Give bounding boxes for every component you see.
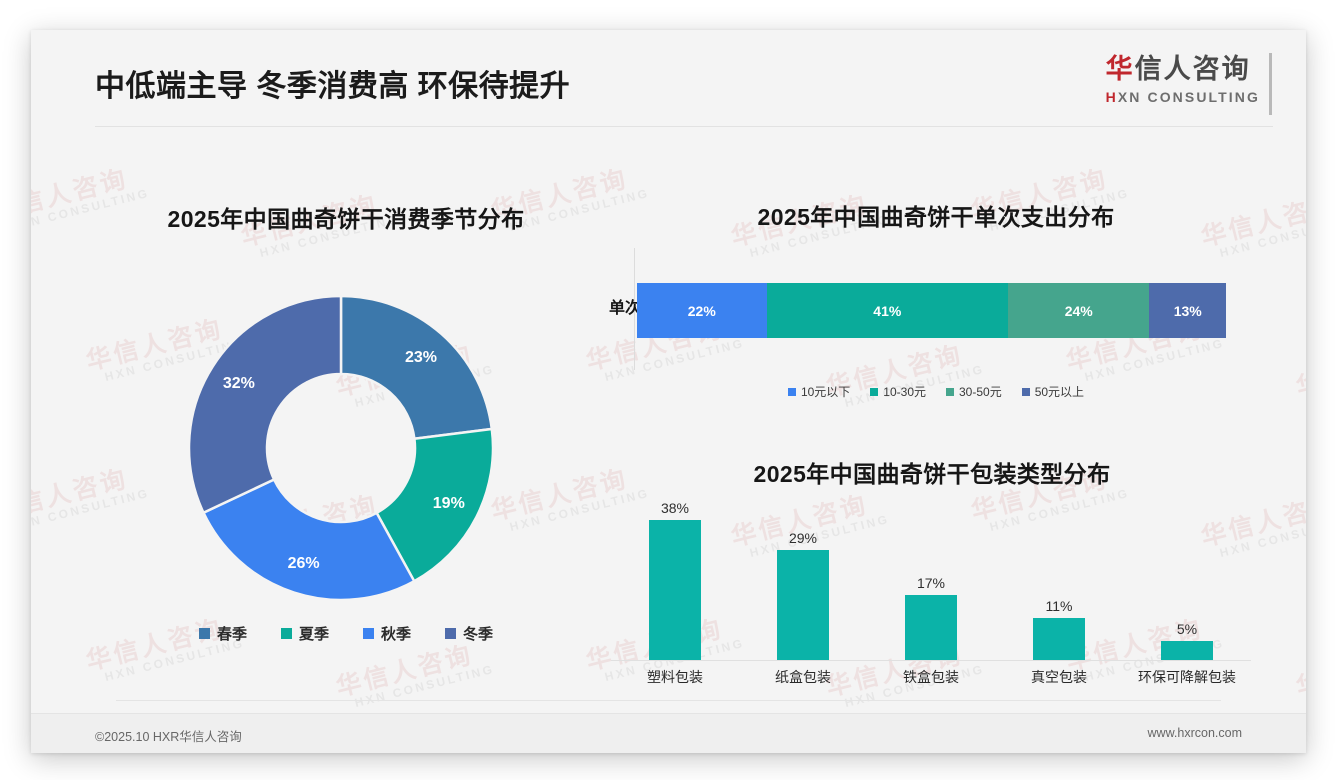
page-title: 中低端主导 冬季消费高 环保待提升 [95,70,571,103]
bar-category-axis: 塑料包装 纸盒包装 铁盒包装 真空包装 环保可降解包装 [611,667,1251,687]
donut-legend-item[interactable]: 冬季 [445,623,493,644]
legend-swatch-icon [870,387,879,396]
stacked-segment-value: 24% [1064,302,1093,319]
donut-segment-value: 19% [433,495,465,512]
header-divider [95,126,1273,127]
stacked-chart-title: 2025年中国曲奇饼干单次支出分布 [757,204,1115,230]
stacked-plot-area: 单次花费 22%41%24%13% [609,248,1253,370]
bar-value-label: 11% [1045,598,1073,615]
bar-plot-area: 38% 29% 17% 11% 5% [611,500,1251,661]
donut-legend-item[interactable]: 春季 [198,623,247,644]
stacked-legend-item[interactable]: 30-50元 [946,383,1002,400]
stacked-legend-label: 10-30元 [883,385,926,399]
bar-column[interactable]: 11% [995,500,1123,660]
bar-category-label: 铁盒包装 [903,669,959,685]
stacked-legend-label: 30-50元 [959,385,1002,399]
donut-legend-label: 冬季 [463,626,494,643]
donut-legend-label: 秋季 [381,626,412,643]
donut-graphic: 23% 19% 26% 32% [181,288,501,608]
spend-distribution-chart: 2025年中国曲奇饼干单次支出分布 单次花费 22%41%24%13% 10元以… [606,178,1266,423]
donut-chart-title: 2025年中国曲奇饼干消费季节分布 [167,206,525,232]
logo-chinese-text: 华信人咨询 [1106,53,1260,85]
stacked-segment-value: 22% [687,302,716,319]
legend-swatch-icon [363,628,374,639]
footer-website[interactable]: www.hxrcon.com [1147,726,1242,740]
bar-column[interactable]: 29% [739,500,867,660]
donut-svg: 23% 19% 26% 32% [187,294,495,602]
bar-column[interactable]: 17% [867,500,995,660]
bar-column[interactable]: 38% [611,500,739,660]
donut-legend-label: 春季 [216,626,247,643]
bar-value-label: 5% [1176,620,1198,637]
donut-legend-item[interactable]: 秋季 [363,623,411,644]
stacked-legend-item[interactable]: 50元以上 [1021,383,1085,400]
bar-rect[interactable] [1161,640,1213,660]
donut-legend-item[interactable]: 夏季 [280,623,329,644]
stacked-legend-label: 10元以下 [800,385,851,399]
packaging-type-chart: 2025年中国曲奇饼干包装类型分布 38% 29% 17% 11% 5% 塑料包装 纸盒包… [587,445,1277,705]
donut-segment-value: 26% [288,555,320,572]
stacked-bar-segment[interactable]: 24% [1008,283,1150,338]
legend-swatch-icon [198,628,210,639]
legend-swatch-icon [946,387,954,396]
slide-footer: ©2025.10 HXR华信人咨询 www.hxrcon.com [31,713,1306,753]
stacked-segment-value: 41% [873,302,902,319]
donut-segment-value: 32% [223,375,255,392]
logo-en-rest: XN CONSULTING [1117,89,1260,105]
bar-category-label: 塑料包装 [647,669,703,685]
slide-canvas: 华信人咨询 HXN CONSULTING 华信人咨询 HXN CONSULTING 华信… [31,30,1306,753]
stacked-legend: 10元以下 10-30元 30-50元 50元以上 [606,383,1266,400]
bar-rect[interactable] [905,595,957,660]
logo-en-red-char: H [1105,89,1118,105]
bar-column[interactable]: 5% [1123,500,1251,660]
legend-swatch-icon [1021,387,1030,396]
logo-english-text: HXN CONSULTING [1106,88,1260,106]
donut-legend-label: 夏季 [298,626,329,643]
stacked-segment-value: 13% [1173,302,1202,319]
bar-category-label: 环保可降解包装 [1138,669,1236,685]
bar-rect[interactable] [1033,618,1085,660]
donut-segment[interactable] [339,294,494,441]
logo-cn-red-char: 华 [1105,54,1135,84]
legend-swatch-icon [280,628,292,639]
donut-segment[interactable] [187,294,343,515]
brand-logo: 华信人咨询 HXN CONSULTING [1106,53,1272,115]
bar-rect[interactable] [777,549,829,660]
footer-copyright: ©2025.10 HXR华信人咨询 [95,730,242,744]
bar-category-label: 纸盒包装 [775,669,831,685]
stacked-bar: 22% 41% 24% 13% [637,283,1226,338]
stacked-legend-item[interactable]: 10元以下 [787,383,851,400]
legend-swatch-icon [787,387,796,396]
seasonal-distribution-chart: 2025年中国曲奇饼干消费季节分布 23% 19% 26% 32% 春季 夏季 秋季 冬季 [91,178,601,678]
bar-rect[interactable] [649,520,701,660]
stacked-legend-item[interactable]: 10-30元 [870,383,926,400]
stacked-bar-segment[interactable]: 13% [1149,283,1226,338]
slide-header: 中低端主导 冬季消费高 环保待提升 华信人咨询 HXN CONSULTING [31,30,1306,128]
donut-segment-value: 23% [405,349,437,366]
donut-segment[interactable] [201,477,416,602]
bar-value-label: 17% [916,575,946,592]
bar-value-label: 38% [660,500,690,516]
donut-legend: 春季 夏季 秋季 冬季 [91,623,601,644]
bar-category-label: 真空包装 [1031,669,1087,685]
stacked-bar-segment[interactable]: 41% [766,283,1009,338]
stacked-bar-segment[interactable]: 22% [637,283,767,338]
footnote-divider [116,700,1221,701]
bar-value-label: 29% [788,529,818,546]
legend-swatch-icon [445,628,457,639]
stacked-legend-label: 50元以上 [1034,385,1085,399]
bar-chart-title: 2025年中国曲奇饼干包装类型分布 [753,461,1111,487]
logo-cn-rest: 信人咨询 [1134,54,1251,84]
donut-segment[interactable] [374,427,495,583]
